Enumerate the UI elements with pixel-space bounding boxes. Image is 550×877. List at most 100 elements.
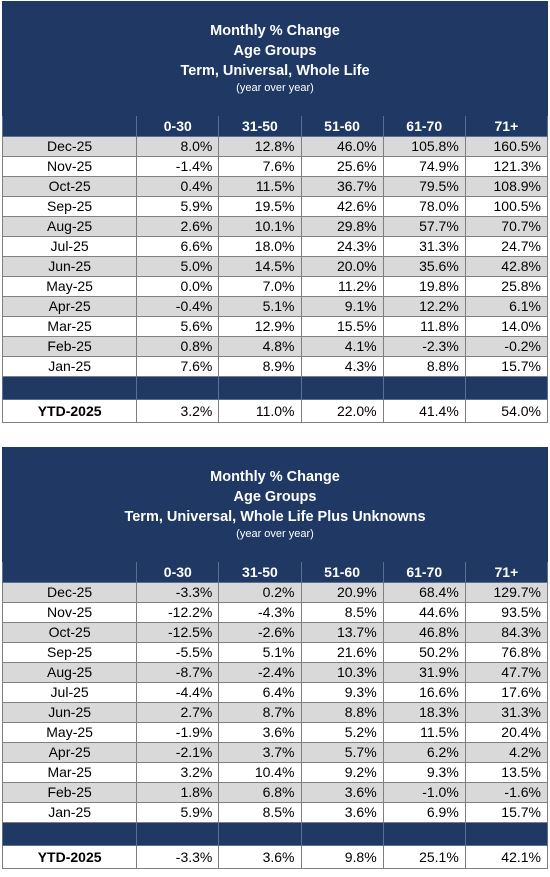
table-cell: 29.8% (300, 216, 384, 237)
table-cell: 18.3% (382, 702, 466, 723)
table-row: Feb-25 1.8% 6.8% 3.6% -1.0% -1.6% (1, 782, 549, 803)
table-cell: 11.5% (218, 176, 302, 197)
table-cell: 19.5% (218, 196, 302, 217)
row-label: Dec-25 (1, 582, 138, 603)
table-cell: 8.7% (218, 702, 302, 723)
table-cell: 14.5% (218, 256, 302, 277)
table-cell: 7.6% (136, 356, 220, 377)
table-cell: 16.6% (382, 682, 466, 703)
table-cell: 0.0% (136, 276, 220, 297)
table-cell: 46.0% (300, 136, 384, 157)
column-header: 71+ (464, 115, 549, 137)
ytd-cell: -3.3% (136, 845, 220, 869)
table-cell: 10.3% (300, 662, 384, 683)
column-header: 51-60 (300, 561, 384, 583)
table-cell: 6.9% (382, 802, 466, 823)
table-cell: 31.3% (382, 236, 466, 257)
spacer-cell (136, 376, 220, 400)
row-label: Sep-25 (1, 642, 138, 663)
spacer-cell (300, 822, 384, 846)
table-row: Feb-25 0.8% 4.8% 4.1% -2.3% -0.2% (1, 336, 549, 357)
table-row: May-25 -1.9% 3.6% 5.2% 11.5% 20.4% (1, 722, 549, 743)
ytd-cell: 25.1% (382, 845, 466, 869)
ytd-label: YTD-2025 (1, 845, 138, 869)
table-cell: 25.8% (464, 276, 549, 297)
monthly-change-table-2: Monthly % Change Age Groups Term, Universa… (1, 447, 549, 869)
column-header: 71+ (464, 561, 549, 583)
ytd-cell: 22.0% (300, 399, 384, 423)
table-cell: 4.3% (300, 356, 384, 377)
table-row: Jul-25 -4.4% 6.4% 9.3% 16.6% 17.6% (1, 682, 549, 703)
table-cell: 5.9% (136, 196, 220, 217)
table-cell: -12.5% (136, 622, 220, 643)
table-cell: 121.3% (464, 156, 549, 177)
table-title: Monthly % Change (210, 469, 340, 485)
table-cell: -3.3% (136, 582, 220, 603)
table-cell: 84.3% (464, 622, 549, 643)
table-row: Nov-25 -12.2% -4.3% 8.5% 44.6% 93.5% (1, 602, 549, 623)
table-cell: 13.5% (464, 762, 549, 783)
column-header: 0-30 (136, 561, 220, 583)
table-cell: 8.9% (218, 356, 302, 377)
table-row: Apr-25 -0.4% 5.1% 9.1% 12.2% 6.1% (1, 296, 549, 317)
table-title-block: Monthly % Change Age Groups Term, Universa… (2, 1, 548, 116)
row-label: May-25 (1, 722, 138, 743)
table-cell: 3.2% (136, 762, 220, 783)
table-cell: 70.7% (464, 216, 549, 237)
ytd-cell: 54.0% (464, 399, 549, 423)
table-cell: 5.1% (218, 642, 302, 663)
table-product-line: Term, Universal, Whole Life (180, 63, 370, 79)
table-cell: 7.0% (218, 276, 302, 297)
ytd-cell: 11.0% (218, 399, 302, 423)
table-row: Aug-25 -8.7% -2.4% 10.3% 31.9% 47.7% (1, 662, 549, 683)
row-label: Jan-25 (1, 802, 138, 823)
table-cell: 2.6% (136, 216, 220, 237)
spacer-cell (1, 822, 138, 846)
table-cell: 31.9% (382, 662, 466, 683)
column-header: 61-70 (382, 561, 466, 583)
table-cell: -4.4% (136, 682, 220, 703)
table-cell: 5.1% (218, 296, 302, 317)
row-label: Jun-25 (1, 256, 138, 277)
column-header-row: 0-30 31-50 51-60 61-70 71+ (1, 561, 549, 583)
ytd-cell: 3.2% (136, 399, 220, 423)
table-cell: 5.9% (136, 802, 220, 823)
table-cell: 18.0% (218, 236, 302, 257)
row-label: May-25 (1, 276, 138, 297)
table-cell: -0.2% (464, 336, 549, 357)
ytd-row: YTD-2025 3.2% 11.0% 22.0% 41.4% 54.0% (1, 399, 549, 423)
title-row: Monthly % Change Age Groups Term, Universa… (2, 1, 548, 116)
table-subtitle: Age Groups (233, 489, 317, 505)
ytd-row: YTD-2025 -3.3% 3.6% 9.8% 25.1% 42.1% (1, 845, 549, 869)
table-row: Oct-25 -12.5% -2.6% 13.7% 46.8% 84.3% (1, 622, 549, 643)
table-cell: -0.4% (136, 296, 220, 317)
table-row: Apr-25 -2.1% 3.7% 5.7% 6.2% 4.2% (1, 742, 549, 763)
table-cell: 11.8% (382, 316, 466, 337)
row-label: Oct-25 (1, 622, 138, 643)
row-label: Nov-25 (1, 156, 138, 177)
table-cell: 129.7% (464, 582, 549, 603)
table-cell: 46.8% (382, 622, 466, 643)
row-label: Dec-25 (1, 136, 138, 157)
table-cell: 9.3% (382, 762, 466, 783)
table-cell: 14.0% (464, 316, 549, 337)
table-cell: 19.8% (382, 276, 466, 297)
table-title: Monthly % Change (210, 23, 340, 39)
ytd-cell: 42.1% (464, 845, 549, 869)
row-label: Nov-25 (1, 602, 138, 623)
table-cell: 105.8% (382, 136, 466, 157)
table-cell: 47.7% (464, 662, 549, 683)
table-cell: 12.9% (218, 316, 302, 337)
table-row: Jun-25 5.0% 14.5% 20.0% 35.6% 42.8% (1, 256, 549, 277)
table-cell: -1.6% (464, 782, 549, 803)
table-cell: 42.6% (300, 196, 384, 217)
table-cell: 15.7% (464, 802, 549, 823)
spacer-cell (382, 376, 466, 400)
table-row: Jan-25 5.9% 8.5% 3.6% 6.9% 15.7% (1, 802, 549, 823)
row-label: Apr-25 (1, 742, 138, 763)
table-cell: 2.7% (136, 702, 220, 723)
table-cell: 10.1% (218, 216, 302, 237)
table-row: Aug-25 2.6% 10.1% 29.8% 57.7% 70.7% (1, 216, 549, 237)
table-cell: 11.5% (382, 722, 466, 743)
table-row: Mar-25 5.6% 12.9% 15.5% 11.8% 14.0% (1, 316, 549, 337)
